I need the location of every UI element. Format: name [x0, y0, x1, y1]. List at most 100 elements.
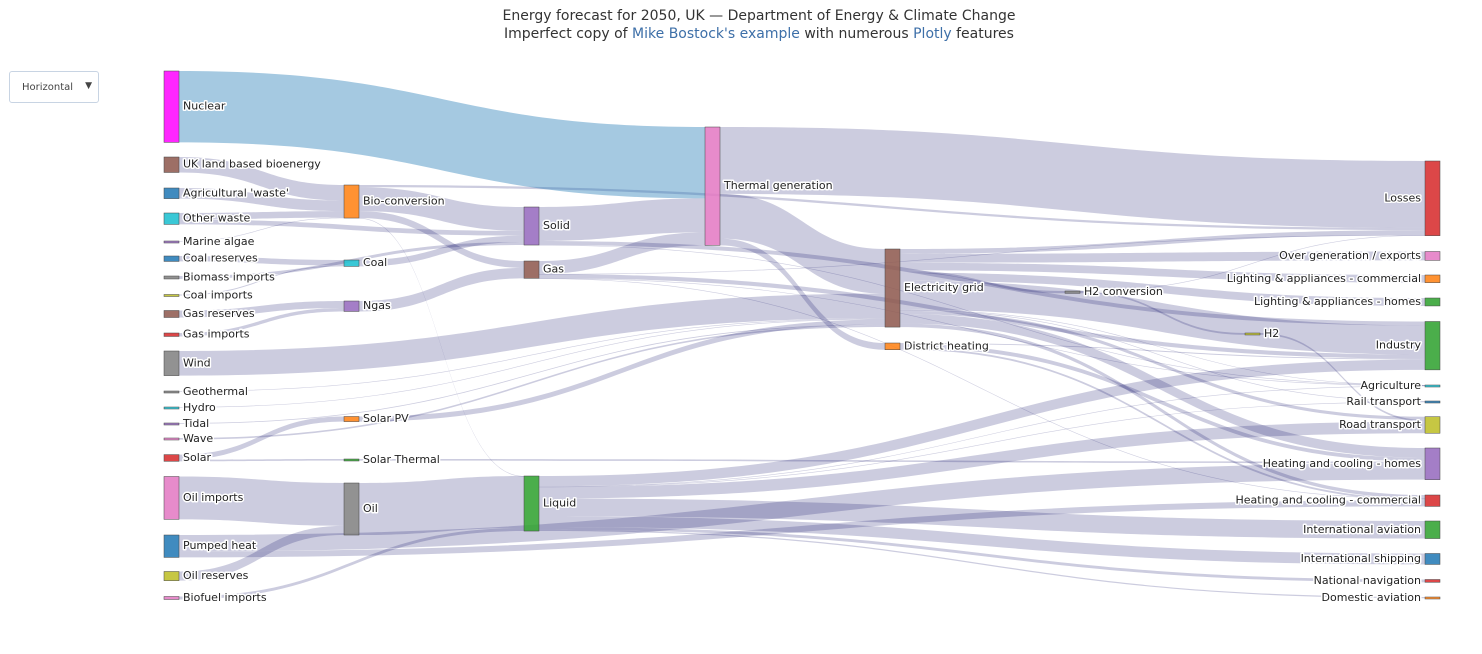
- link: [900, 343, 1425, 360]
- link: [359, 476, 524, 536]
- subtitle-link[interactable]: Plotly: [913, 26, 952, 42]
- link: [179, 256, 344, 266]
- node-label: Wave: [183, 432, 213, 445]
- link: [900, 309, 1425, 386]
- dropdown-arrow: ▼: [85, 81, 92, 91]
- node: [163, 70, 180, 143]
- orientation-dropdown[interactable]: Horizontal ▼: [9, 71, 99, 103]
- node-label: Biomass imports: [183, 270, 275, 283]
- node-label: International shipping: [1301, 552, 1421, 565]
- link: [359, 319, 885, 422]
- node-label: Solar: [183, 451, 212, 464]
- link: [900, 251, 1425, 263]
- link: [900, 310, 1425, 402]
- link: [539, 526, 1425, 583]
- node: [1424, 251, 1441, 261]
- node: [1064, 290, 1081, 294]
- node-label: Lighting & appliances - commercial: [1227, 272, 1421, 285]
- link: [720, 193, 885, 294]
- node-label: Geothermal: [183, 385, 248, 398]
- link: [359, 218, 524, 477]
- node: [163, 187, 180, 199]
- node-label: Marine algae: [183, 235, 255, 248]
- node: [163, 350, 180, 376]
- link: [900, 262, 1425, 283]
- link: [179, 476, 344, 526]
- node-label: Heating and cooling - homes: [1263, 457, 1422, 470]
- link: [179, 188, 344, 212]
- chart-subtitle: Imperfect copy of Mike Bostock's example…: [504, 26, 1014, 42]
- node-label: Gas: [543, 263, 564, 276]
- node-label: H2: [1264, 327, 1279, 340]
- node-label: Ngas: [363, 299, 391, 312]
- link: [539, 244, 1425, 386]
- link: [179, 325, 885, 440]
- node-label: Oil reserves: [183, 569, 249, 582]
- node-label: Gas imports: [183, 328, 250, 341]
- node-label: Agriculture: [1361, 379, 1422, 392]
- node: [523, 475, 540, 532]
- node: [163, 406, 180, 410]
- chart-title: Energy forecast for 2050, UK — Departmen…: [503, 8, 1016, 24]
- link: [539, 385, 1425, 487]
- node-label: Other waste: [183, 212, 251, 225]
- node: [343, 184, 360, 219]
- link: [359, 235, 524, 267]
- node: [523, 260, 540, 279]
- link: [179, 265, 344, 296]
- link: [539, 278, 1425, 500]
- node: [343, 259, 360, 267]
- node-label: Tidal: [182, 417, 209, 430]
- node-label: Pumped heat: [183, 539, 257, 552]
- node: [1244, 332, 1261, 336]
- node: [343, 300, 360, 312]
- node-label: Biofuel imports: [183, 591, 267, 604]
- node: [1424, 579, 1441, 583]
- node-label: Liquid: [543, 497, 576, 510]
- node-label: Oil: [363, 502, 378, 515]
- node-label: International aviation: [1303, 523, 1421, 536]
- link: [539, 359, 1425, 487]
- node-label: Solar PV: [363, 412, 409, 425]
- node: [163, 390, 180, 394]
- node-label: Coal imports: [183, 289, 253, 302]
- link: [179, 157, 344, 201]
- node-label: Coal reserves: [183, 252, 258, 265]
- link: [179, 525, 344, 581]
- node: [523, 206, 540, 246]
- link: [539, 278, 1425, 387]
- link: [179, 459, 344, 462]
- node: [1424, 447, 1441, 480]
- node-label: Heating and cooling - commercial: [1236, 494, 1422, 507]
- link: [720, 238, 885, 350]
- link: [359, 267, 524, 312]
- node-label: Oil imports: [183, 491, 244, 504]
- link: [179, 318, 885, 408]
- node-label: Nuclear: [183, 100, 226, 113]
- node: [1424, 416, 1441, 434]
- node: [163, 275, 180, 280]
- node: [1424, 494, 1441, 507]
- node-label: Domestic aviation: [1322, 591, 1421, 604]
- node-label: Gas reserves: [183, 307, 255, 320]
- node-label: Thermal generation: [723, 179, 833, 192]
- link: [900, 272, 1425, 306]
- link: [900, 280, 1425, 355]
- node: [163, 240, 180, 244]
- node: [343, 416, 360, 422]
- node: [343, 482, 360, 536]
- link: [900, 310, 1425, 420]
- node-label: Wind: [183, 356, 211, 369]
- node-label: Industry: [1376, 339, 1422, 352]
- link: [900, 347, 1425, 501]
- node: [1424, 274, 1441, 283]
- link: [539, 498, 1425, 539]
- link: [900, 270, 1065, 294]
- node-label: Solar Thermal: [363, 453, 440, 466]
- subtitle-link[interactable]: Mike Bostock's example: [632, 26, 800, 42]
- dropdown-label: Horizontal: [22, 82, 74, 93]
- link: [359, 187, 524, 231]
- link: [539, 232, 705, 274]
